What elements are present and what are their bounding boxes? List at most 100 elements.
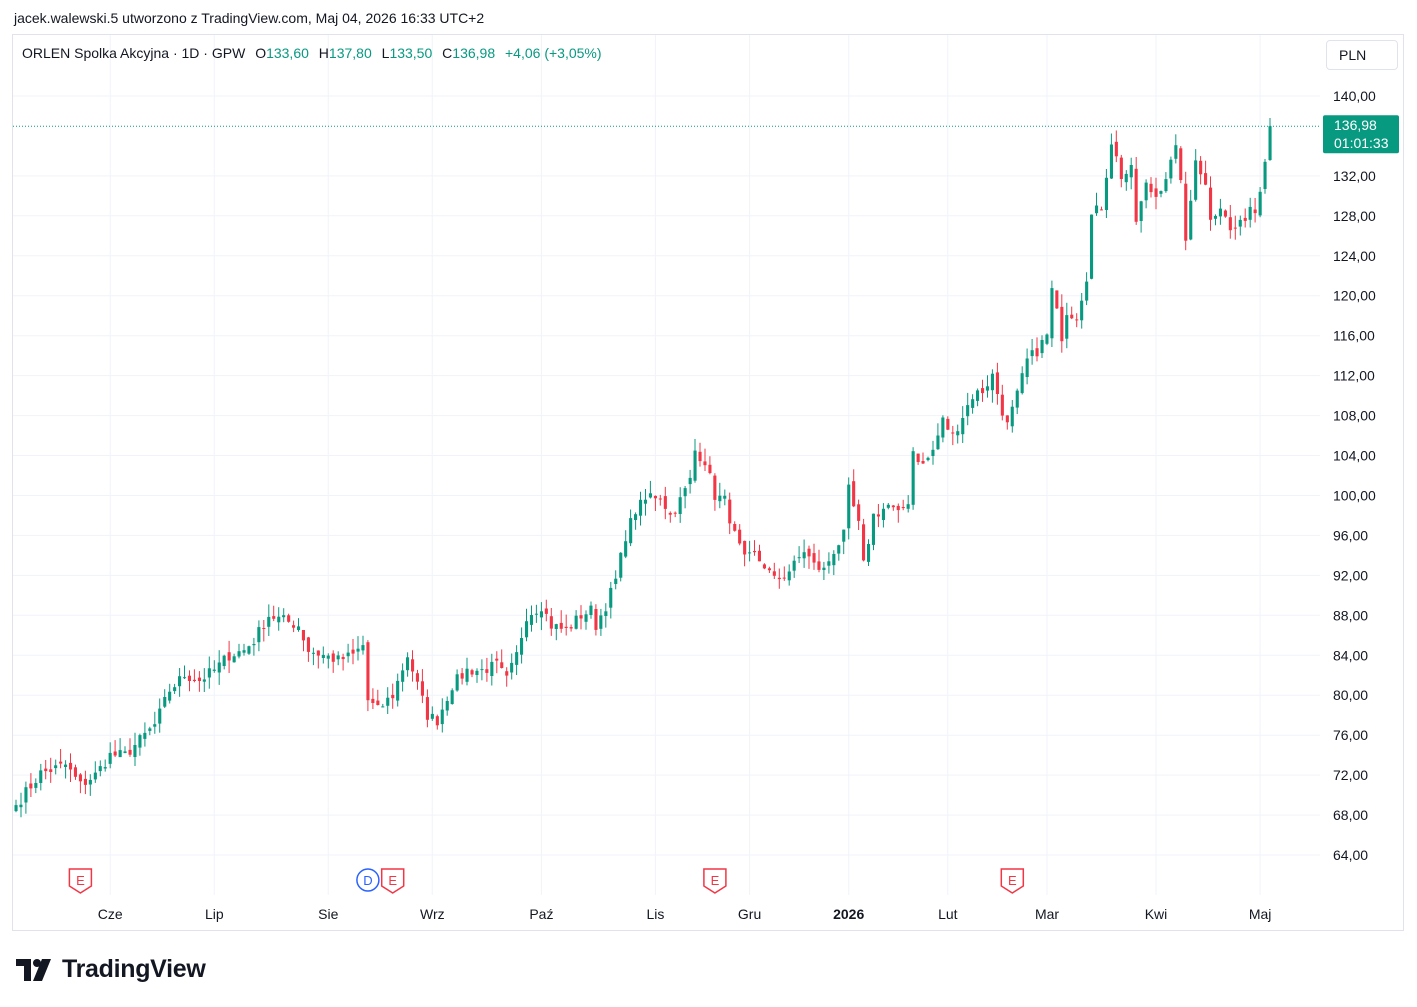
earnings-icon: E <box>703 868 727 894</box>
candle <box>59 749 63 769</box>
candle-body <box>54 765 58 769</box>
candle <box>1174 134 1178 164</box>
candle-body <box>876 514 880 517</box>
candle <box>673 511 677 518</box>
close-label: C <box>442 45 453 61</box>
candle <box>985 375 989 398</box>
candle <box>301 630 305 652</box>
currency-button[interactable]: PLN <box>1326 40 1398 70</box>
candle-body <box>197 677 201 681</box>
snapshot-header: jacek.walewski.5 utworzono z TradingView… <box>14 10 485 26</box>
price-axis: 140,00 132,00 128,00 124,00 120,00 116,00 112,… <box>1333 88 1376 863</box>
candle-body <box>688 477 692 485</box>
candle <box>267 604 271 636</box>
candle-body <box>683 488 687 497</box>
earnings-icon: E <box>68 868 93 894</box>
candle <box>1124 170 1128 191</box>
price-tick-label: 100,00 <box>1333 488 1376 504</box>
candle <box>842 529 846 555</box>
time-tick-label: Lis <box>646 906 664 922</box>
candle-body <box>1154 188 1158 197</box>
price-tick-label: 64,00 <box>1333 847 1368 863</box>
candle-body <box>445 701 449 711</box>
candle-body <box>1000 394 1004 416</box>
candle <box>460 668 464 685</box>
candle <box>688 469 692 494</box>
candle-body <box>485 669 489 673</box>
candle <box>69 753 73 782</box>
candle-body <box>44 768 48 772</box>
candle <box>599 608 603 636</box>
candle <box>787 564 791 586</box>
price-tick-label: 104,00 <box>1333 448 1376 464</box>
candle <box>277 607 281 631</box>
candle-body <box>430 713 434 719</box>
price-tick-label: 116,00 <box>1333 328 1375 344</box>
candle-body <box>634 514 638 520</box>
candle <box>1015 388 1019 415</box>
svg-text:E: E <box>711 873 720 888</box>
candle <box>1149 177 1153 198</box>
candle-body <box>103 767 107 769</box>
candle <box>589 601 593 619</box>
candle <box>64 760 68 779</box>
candle <box>782 566 786 581</box>
candle <box>1223 209 1227 218</box>
price-tick-label: 84,00 <box>1333 647 1368 663</box>
candle <box>1040 335 1044 358</box>
candle-body <box>639 499 643 516</box>
candle-body <box>113 751 117 756</box>
candle-body <box>321 654 325 658</box>
candle <box>693 439 697 483</box>
candle <box>1104 169 1108 218</box>
candle <box>1065 302 1069 349</box>
candle-body <box>69 762 73 770</box>
candle-body <box>411 659 415 672</box>
candle-body <box>624 541 628 557</box>
candle-body <box>222 655 226 666</box>
candle <box>445 696 449 716</box>
candle-body <box>435 716 439 726</box>
candle-body <box>1149 183 1153 193</box>
candle <box>678 487 682 523</box>
candle <box>173 683 177 694</box>
candle-body <box>663 496 667 509</box>
candle-body <box>158 708 162 724</box>
candle-body <box>981 388 985 394</box>
candle-body <box>1134 168 1138 222</box>
candle-body <box>693 450 697 481</box>
candle-body <box>98 766 102 772</box>
candle <box>956 424 960 444</box>
candle <box>668 511 672 523</box>
candle <box>1154 177 1158 210</box>
candle <box>212 660 216 673</box>
candle <box>292 620 296 633</box>
candle-body <box>906 504 910 509</box>
time-tick-label: Cze <box>98 906 123 922</box>
candle <box>1218 198 1222 225</box>
candle <box>252 637 256 656</box>
time-tick-label: Kwi <box>1145 906 1168 922</box>
tradingview-logo[interactable]: TradingView <box>16 955 206 984</box>
candle <box>440 698 444 733</box>
candle <box>321 646 325 664</box>
candle-body <box>406 657 410 671</box>
candle <box>361 635 365 655</box>
candle-body <box>971 399 975 408</box>
candle-body <box>425 697 429 720</box>
candle-body <box>1030 350 1034 357</box>
candle-body <box>896 505 900 511</box>
candle-body <box>1248 206 1252 220</box>
candle-body <box>936 435 940 450</box>
candle <box>941 415 945 443</box>
candle <box>1184 171 1188 251</box>
candle <box>1159 190 1163 198</box>
candle-body <box>1005 415 1009 423</box>
candle-body <box>554 624 558 629</box>
candle <box>1213 214 1217 226</box>
candle <box>73 764 77 780</box>
candle-body <box>336 655 340 660</box>
candle-body <box>976 390 980 401</box>
time-tick-label: Gru <box>738 906 761 922</box>
